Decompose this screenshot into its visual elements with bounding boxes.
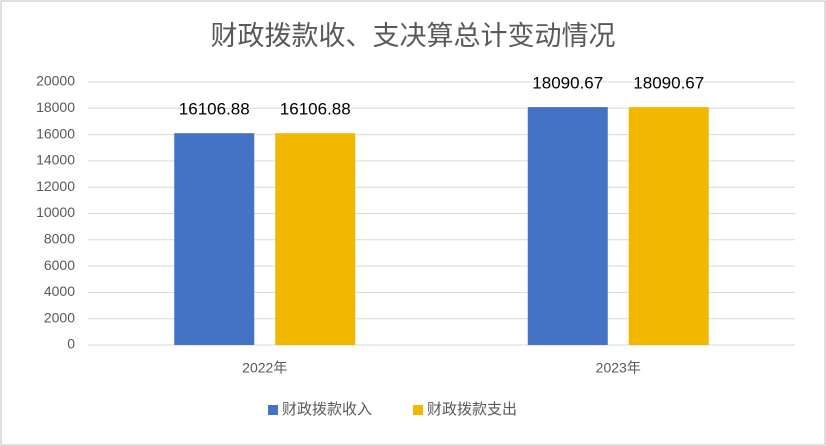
data-label: 18090.67: [532, 74, 603, 93]
y-tick-label: 0: [67, 336, 75, 352]
data-label: 16106.88: [280, 100, 351, 119]
bar: [527, 107, 608, 345]
legend-swatch: [268, 405, 278, 415]
bar: [628, 107, 709, 345]
y-tick-label: 6000: [44, 257, 75, 273]
data-label: 18090.67: [633, 74, 704, 93]
legend-swatch: [413, 405, 423, 415]
legend-label: 财政拨款支出: [427, 401, 517, 418]
y-tick-label: 18000: [36, 99, 75, 115]
y-tick-label: 16000: [36, 125, 75, 141]
chart-title: 财政拨款收、支决算总计变动情况: [211, 21, 616, 51]
y-tick-label: 2000: [44, 309, 75, 325]
y-tick-label: 20000: [36, 73, 75, 89]
y-tick-label: 4000: [44, 283, 75, 299]
legend-label: 财政拨款收入: [282, 401, 372, 418]
y-tick-label: 10000: [36, 204, 75, 220]
y-tick-label: 8000: [44, 231, 75, 247]
bar: [275, 133, 356, 345]
y-tick-label: 12000: [36, 178, 75, 194]
x-tick-label: 2022年: [242, 360, 287, 376]
bar: [174, 133, 255, 345]
data-label: 16106.88: [179, 100, 250, 119]
y-tick-label: 14000: [36, 152, 75, 168]
x-tick-label: 2023年: [596, 360, 641, 376]
